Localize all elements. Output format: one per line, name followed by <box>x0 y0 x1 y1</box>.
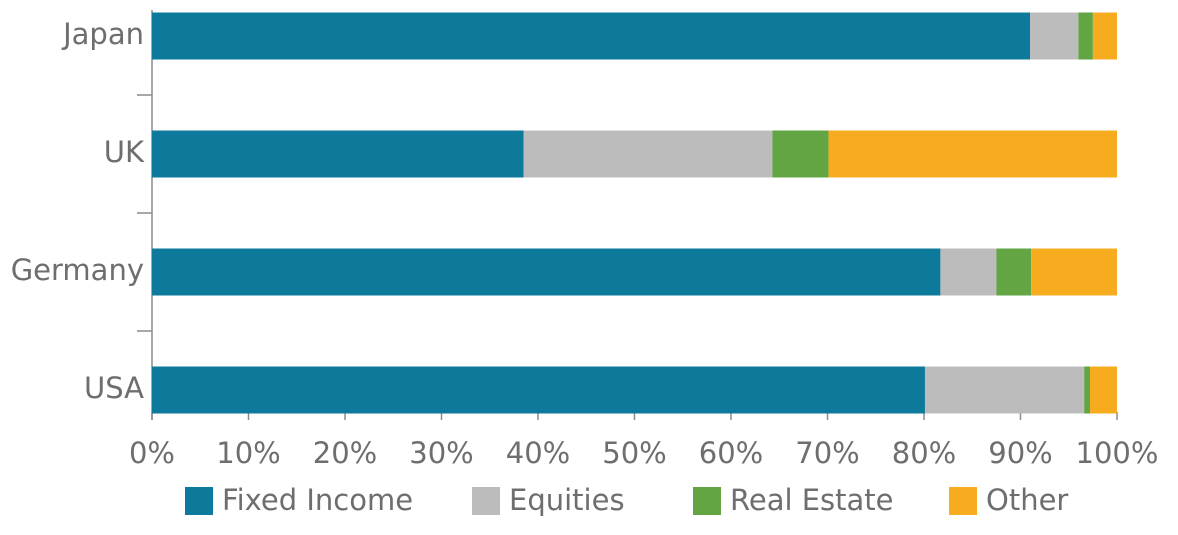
bar-segment <box>940 248 997 296</box>
bar-segment <box>1084 366 1090 414</box>
y-tick-label: USA <box>84 371 144 405</box>
bar-segment <box>1030 12 1079 60</box>
x-tick-label: 0% <box>129 436 175 470</box>
x-tick-label: 20% <box>313 436 377 470</box>
bar-segment <box>523 130 773 178</box>
x-tick-label: 30% <box>409 436 473 470</box>
y-tick-label: Germany <box>11 253 144 287</box>
bar-segment <box>152 248 941 296</box>
bar-segment <box>1078 12 1093 60</box>
legend-label: Fixed Income <box>222 483 413 517</box>
x-tick-label: 40% <box>506 436 570 470</box>
x-tick-label: 90% <box>988 436 1052 470</box>
legend-label: Real Estate <box>730 483 894 517</box>
bar-segment <box>152 12 1031 60</box>
legend-label: Other <box>986 483 1068 517</box>
bar-segment <box>924 366 1085 414</box>
bar-segment <box>1031 248 1117 296</box>
bar-segment <box>996 248 1032 296</box>
legend-swatch <box>472 487 500 515</box>
legend-swatch <box>693 487 721 515</box>
bar-segment <box>772 130 829 178</box>
x-tick-label: 80% <box>892 436 956 470</box>
y-tick-label: UK <box>104 135 145 169</box>
bar-segment <box>152 130 524 178</box>
bar-segment <box>152 366 925 414</box>
bar-segment <box>828 130 1117 178</box>
legend-swatch <box>185 487 213 515</box>
x-tick-label: 60% <box>699 436 763 470</box>
x-tick-label: 70% <box>795 436 859 470</box>
bar-segment <box>1092 12 1117 60</box>
x-tick-label: 10% <box>216 436 280 470</box>
legend-swatch <box>949 487 977 515</box>
y-tick-label: Japan <box>61 17 144 51</box>
x-tick-label: 50% <box>602 436 666 470</box>
legend-label: Equities <box>509 483 625 517</box>
x-tick-label: 100% <box>1076 436 1159 470</box>
bar-segment <box>1089 366 1117 414</box>
